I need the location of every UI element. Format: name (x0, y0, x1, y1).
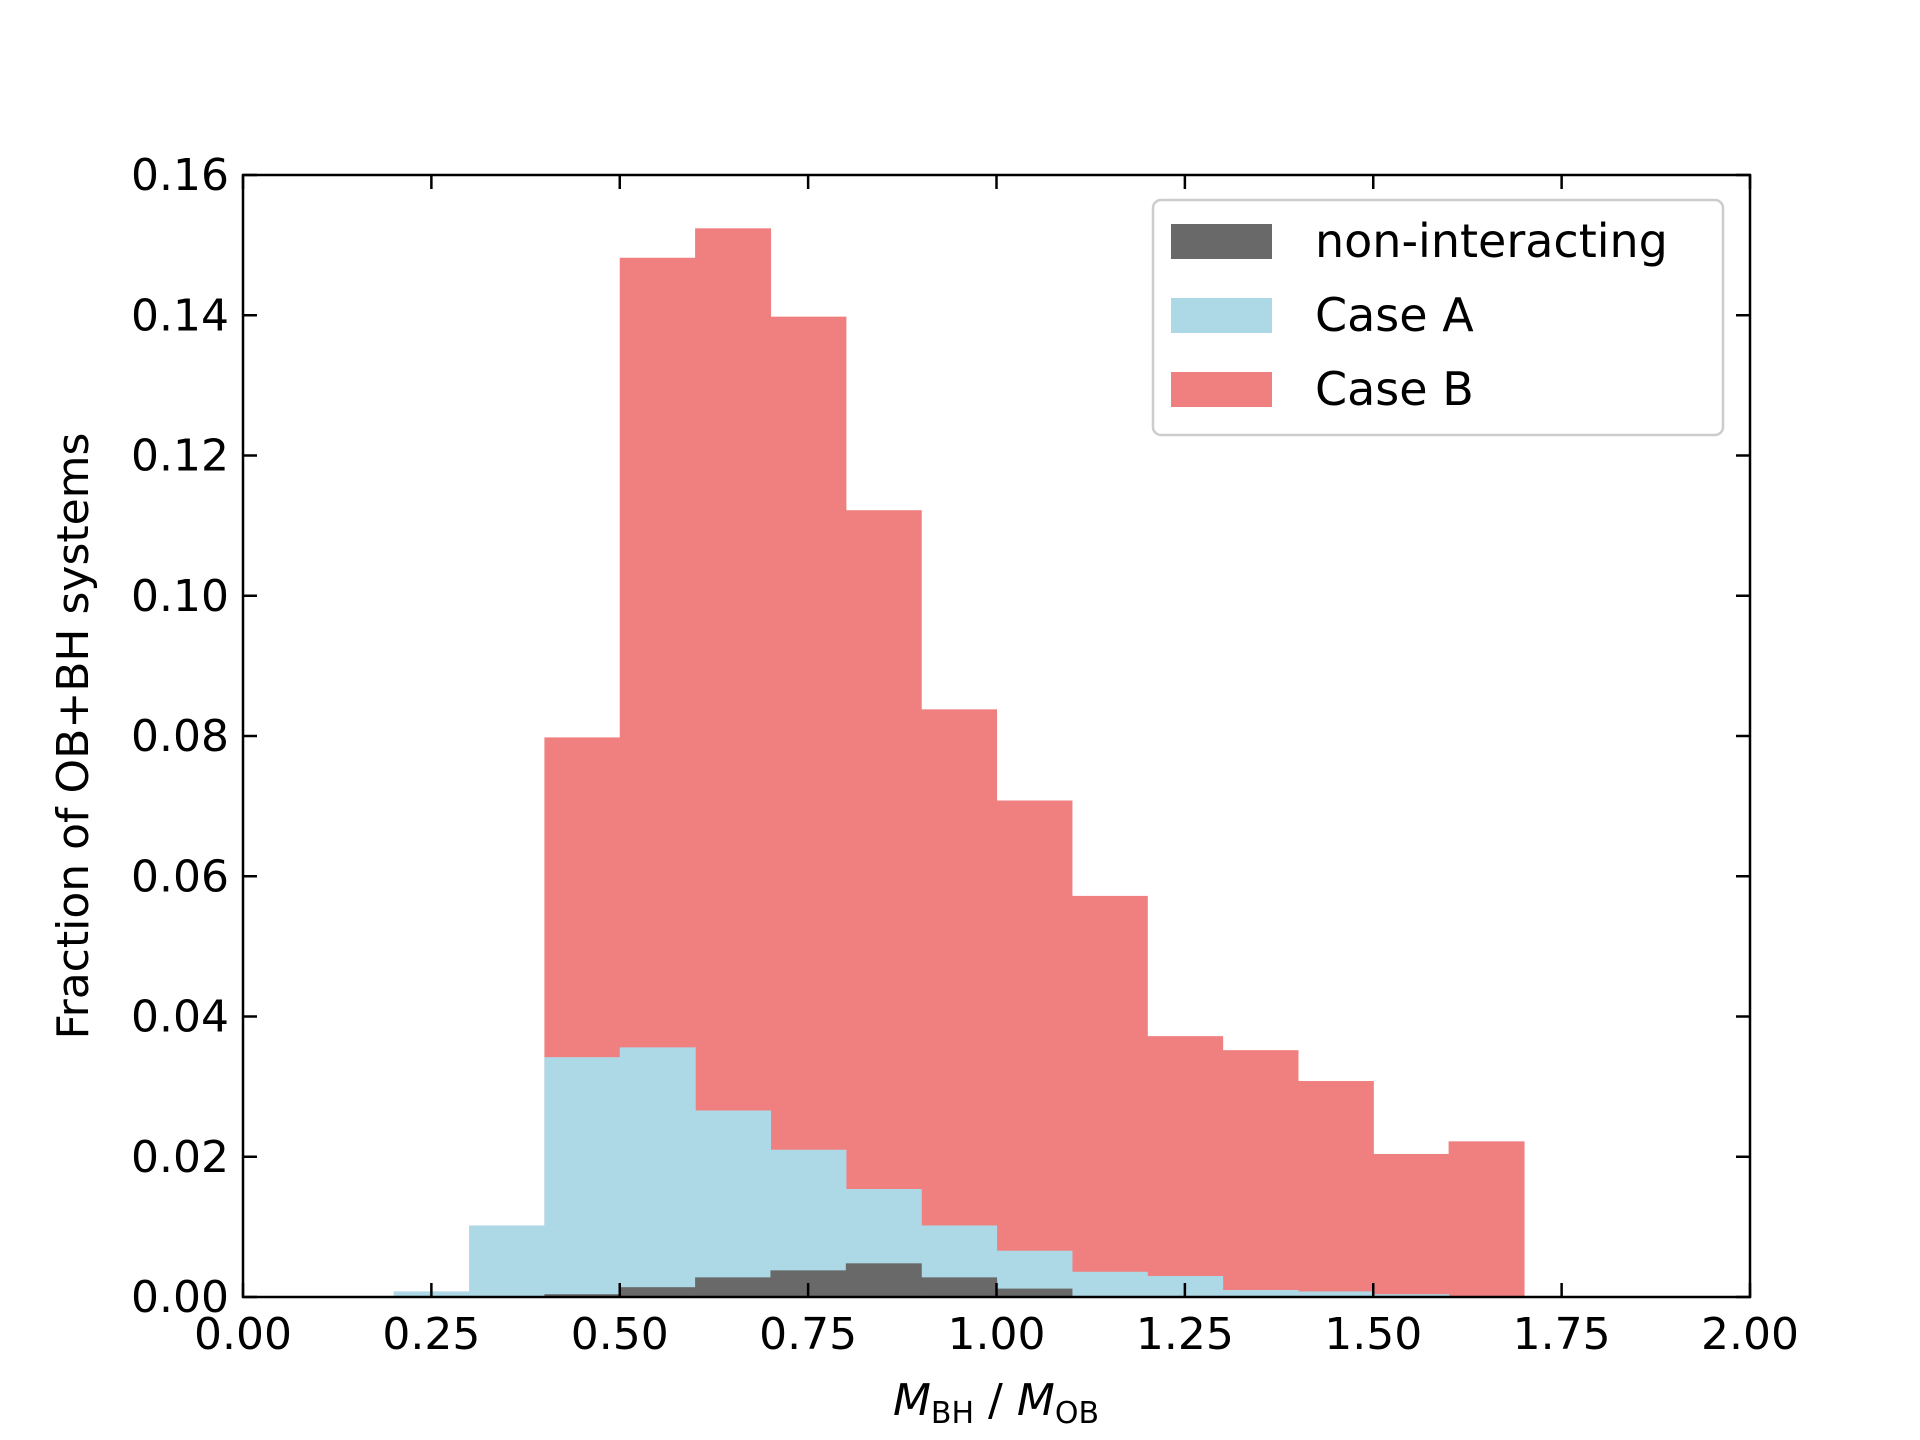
y-axis-label: Fraction of OB+BH systems (48, 433, 99, 1040)
histogram-bars (393, 228, 1525, 1298)
bar-case-a (695, 1110, 772, 1297)
x-tick-label: 1.25 (1136, 1309, 1234, 1360)
bar-non-interacting (996, 1288, 1073, 1297)
x-tick-labels: 0.00 0.25 0.50 0.75 1.00 1.25 1.50 1.75 2.00 (194, 1309, 1799, 1360)
axis-ticks (241, 173, 1752, 1299)
bar-case-a (1373, 1294, 1450, 1297)
bar-non-interacting (921, 1277, 998, 1297)
y-tick-label: 0.10 (131, 571, 229, 622)
legend-label-case-b: Case B (1315, 362, 1474, 416)
bar-case-a (619, 1047, 696, 1297)
y-tick-label: 0.12 (131, 431, 229, 482)
bar-case-a (544, 1057, 621, 1297)
legend-swatch-case-b (1171, 372, 1272, 407)
bar-case-b (996, 800, 1073, 1297)
bar-non-interacting (619, 1287, 696, 1297)
legend-box (1151, 198, 1725, 437)
x-tick-label: 2.00 (1701, 1309, 1799, 1360)
bar-case-b (1297, 1081, 1374, 1297)
y-tick-label: 0.06 (131, 851, 229, 902)
bar-non-interacting (695, 1277, 772, 1297)
x-tick-label: 1.00 (948, 1309, 1046, 1360)
bar-case-b (770, 316, 847, 1298)
legend-label-non-interacting: non-interacting (1315, 214, 1668, 268)
bar-case-b (1071, 895, 1148, 1297)
bar-case-b (921, 709, 998, 1297)
x-tick-label: 0.50 (571, 1309, 669, 1360)
y-tick-label: 0.04 (131, 992, 229, 1043)
bar-non-interacting (544, 1294, 621, 1297)
bar-case-a (1071, 1271, 1148, 1297)
bar-case-a (1222, 1289, 1299, 1297)
y-tick-labels: 0.00 0.02 0.04 0.06 0.08 0.10 0.12 0.14 0.16 (131, 150, 229, 1323)
legend-label-case-a: Case A (1315, 288, 1474, 342)
y-tick-label: 0.16 (131, 150, 229, 201)
x-tick-label: 0.25 (382, 1309, 480, 1360)
bar-case-b (1448, 1141, 1525, 1297)
bar-case-a (469, 1225, 545, 1297)
y-tick-label: 0.08 (131, 711, 229, 762)
x-tick-label: 1.75 (1513, 1309, 1611, 1360)
bar-case-b (1222, 1050, 1299, 1297)
y-tick-label: 0.00 (131, 1272, 229, 1323)
bar-case-b (845, 510, 922, 1297)
y-tick-label: 0.14 (131, 290, 229, 341)
bar-case-a (1297, 1291, 1374, 1297)
bar-non-interacting (845, 1263, 922, 1297)
bar-case-b (1373, 1153, 1450, 1297)
x-tick-label: 0.00 (194, 1309, 292, 1360)
legend-swatch-case-a (1171, 298, 1272, 333)
x-axis-label: MBH / MOB (893, 1375, 1099, 1431)
x-tick-label: 0.75 (759, 1309, 857, 1360)
x-tick-label: 1.50 (1324, 1309, 1422, 1360)
y-tick-label: 0.02 (131, 1132, 229, 1183)
bar-case-b (1147, 1036, 1224, 1297)
legend: non-interacting Case A Case B (1151, 198, 1725, 437)
legend-swatch-non-interacting (1171, 224, 1272, 259)
